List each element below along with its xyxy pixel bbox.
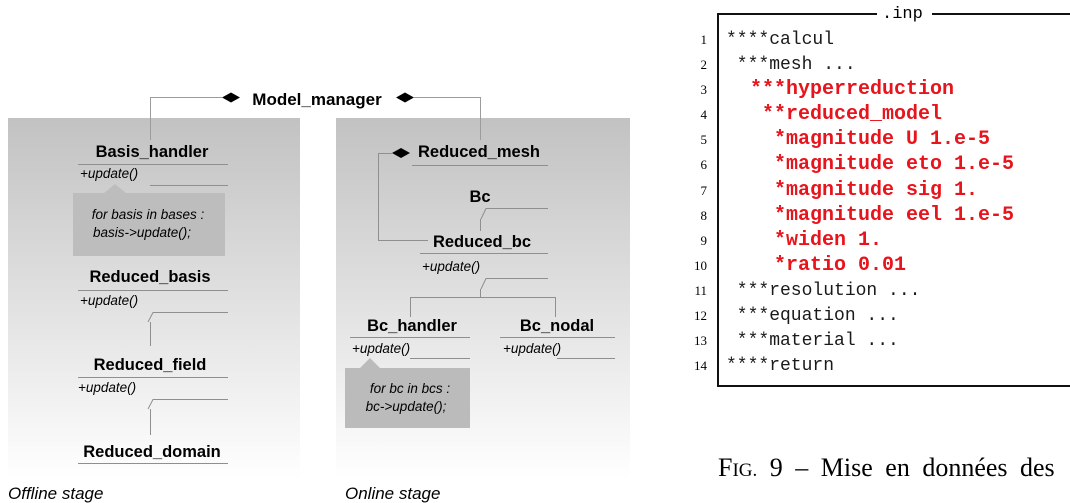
bc-handler-note-box	[345, 358, 470, 428]
code-line: 1 ****calcul	[680, 27, 1060, 52]
code-line: 9 *widen 1.	[680, 228, 1060, 253]
line-number: 12	[694, 308, 707, 324]
bc-handler-method: +update()	[352, 341, 411, 356]
basis-handler-class: Basis_handler	[95, 143, 209, 161]
figure-caption-text: 9 – Mise en données des	[769, 453, 1055, 482]
reduced-bc-method: +update()	[422, 259, 481, 274]
code-text: *magnitude eel 1.e-5	[726, 203, 1015, 227]
bc-nodal-class: Bc_nodal	[519, 317, 595, 335]
line-number: 13	[694, 333, 707, 349]
reduced-bc-bottom-line	[480, 278, 548, 290]
code-line: 2 ***mesh ...	[680, 52, 1060, 77]
listing-title: .inp	[882, 5, 923, 24]
offline-stage-panel	[8, 118, 300, 480]
reduced-field-method: +update()	[78, 380, 137, 395]
line-number: 9	[700, 232, 708, 248]
line-number: 14	[694, 358, 707, 374]
code-text: ****calcul	[726, 30, 835, 50]
aggregation-diamond-right	[396, 92, 414, 103]
code-text: *widen 1.	[726, 228, 883, 252]
code-line: 7 *magnitude sig 1.	[680, 178, 1060, 203]
figure-label: FIG.	[718, 453, 758, 482]
bc-bottom-line	[480, 208, 548, 220]
line-number: 3	[700, 82, 708, 98]
code-text: ***mesh ...	[726, 55, 856, 76]
bc-nodal-method: +update()	[503, 341, 562, 356]
reduced-bc-class: Reduced_bc	[432, 233, 532, 251]
code-text: ****return	[726, 356, 835, 377]
root-to-reduced-mesh-link	[414, 97, 481, 140]
line-number: 7	[700, 182, 708, 198]
reduced-field-class: Reduced_field	[93, 356, 207, 374]
line-number: 5	[700, 132, 708, 148]
reduced-field-bottom-line	[147, 399, 228, 410]
line-number: 8	[700, 207, 708, 223]
line-number: 4	[700, 107, 708, 123]
code-line: 5 *magnitude U 1.e-5	[680, 127, 1060, 152]
reduced-basis-bottom-line	[147, 312, 228, 323]
listing-frame-top-left	[717, 13, 877, 15]
code-line: 14 ****return	[680, 353, 1060, 378]
code-text: *magnitude U 1.e-5	[726, 128, 991, 152]
reduced-mesh-to-reduced-bc-link	[378, 153, 428, 241]
aggregation-diamond-reduced-mesh	[392, 148, 410, 158]
code-text: ***hyperreduction	[726, 78, 955, 102]
bc-handler-class: Bc_handler	[367, 317, 457, 335]
line-number: 1	[700, 32, 708, 47]
model-manager-class: Model_manager	[252, 90, 382, 109]
code-line: 6 *magnitude eto 1.e-5	[680, 152, 1060, 177]
listing-lines: 1 ****calcul 2 ***mesh ... 3 ***hyperredu…	[680, 27, 1060, 378]
code-text: ***resolution ...	[726, 280, 921, 301]
reduced-basis-method: +update()	[80, 293, 139, 308]
code-text: **reduced_model	[726, 103, 943, 127]
basis-handler-method: +update()	[80, 166, 139, 181]
listing-frame-top-right	[932, 13, 1070, 15]
basis-handler-note-box	[73, 184, 225, 256]
bc-handler-note-line: bc->update();	[365, 399, 447, 414]
code-line: 10 *ratio 0.01	[680, 253, 1060, 278]
code-line: 12 ***equation ...	[680, 303, 1060, 328]
reduced-domain-class: Reduced_domain	[83, 443, 221, 461]
line-number: 2	[700, 57, 708, 73]
figure-caption: FIG. 9 – Mise en données des	[718, 452, 1070, 483]
code-text: *magnitude sig 1.	[726, 178, 979, 202]
reduced-basis-class: Reduced_basis	[89, 268, 211, 286]
code-line: 8 *magnitude eel 1.e-5	[680, 203, 1060, 228]
line-number: 6	[700, 157, 708, 173]
bc-handler-note-line: for bc in bcs :	[369, 381, 451, 396]
offline-stage-label: Offline stage	[8, 484, 104, 503]
listing-frame-left	[717, 13, 719, 386]
aggregation-diamond-left	[222, 92, 240, 103]
code-line: 4 **reduced_model	[680, 102, 1060, 127]
class-diagram	[8, 92, 630, 480]
root-to-basis-handler-link	[150, 97, 222, 140]
code-line: 3 ***hyperreduction	[680, 77, 1060, 102]
code-line: 13 ***material ...	[680, 328, 1060, 353]
code-text: *magnitude eto 1.e-5	[726, 153, 1015, 177]
listing-frame-bottom	[717, 385, 1070, 387]
code-line: 11 ***resolution ...	[680, 278, 1060, 303]
code-text: *ratio 0.01	[726, 253, 907, 277]
bc-class: Bc	[469, 188, 491, 206]
reduced-mesh-class: Reduced_mesh	[418, 143, 540, 161]
code-text: ***material ...	[726, 331, 899, 352]
reduced-bc-branch-link	[410, 297, 556, 317]
basis-handler-note-line: for basis in bases :	[91, 207, 205, 222]
online-stage-label: Online stage	[345, 484, 441, 503]
line-number: 10	[694, 257, 707, 273]
line-number: 11	[694, 282, 707, 298]
code-text: ***equation ...	[726, 306, 899, 327]
basis-handler-note-line: basis->update();	[93, 225, 191, 240]
